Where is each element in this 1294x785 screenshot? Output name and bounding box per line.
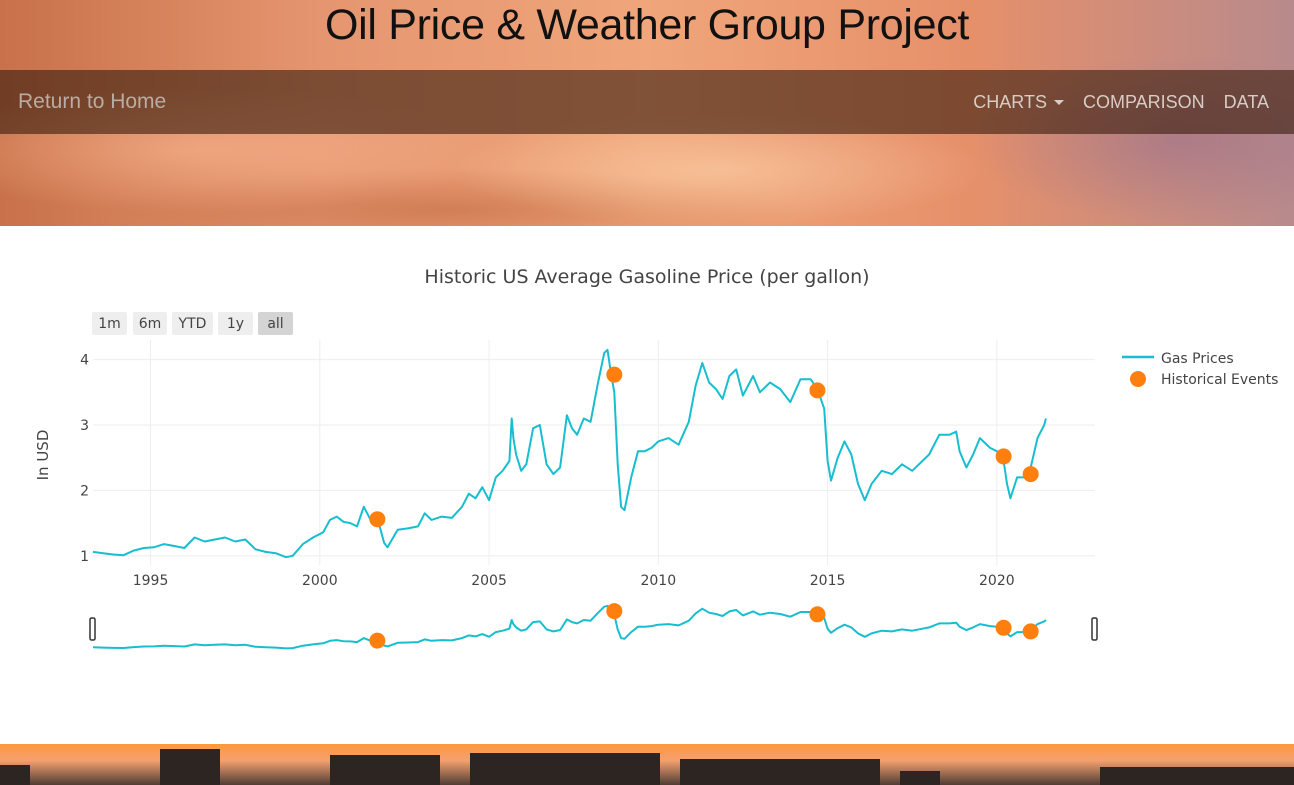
hero-banner: Oil Price & Weather Group Project Return… — [0, 0, 1294, 226]
range-button-all[interactable]: all — [258, 312, 293, 335]
rangeslider-marker — [369, 632, 386, 649]
x-tick-label: 2020 — [979, 573, 1015, 589]
y-tick-label: 1 — [80, 549, 89, 565]
legend-item-historical-events[interactable]: Historical Events — [1130, 371, 1278, 388]
chart-container: Historic US Average Gasoline Price (per … — [0, 226, 1294, 744]
range-button-6m[interactable]: 6m — [133, 312, 167, 335]
gas-price-chart: Historic US Average Gasoline Price (per … — [34, 266, 1278, 650]
range-button-bg[interactable] — [133, 312, 167, 335]
footer-banner — [0, 744, 1294, 785]
range-button-bg[interactable] — [92, 312, 127, 335]
rangeslider-marker — [809, 606, 826, 623]
range-button-1y[interactable]: 1y — [218, 312, 253, 335]
range-slider[interactable] — [89, 603, 1098, 650]
event-marker[interactable] — [1022, 466, 1039, 483]
range-button-bg[interactable] — [218, 312, 253, 335]
event-marker[interactable] — [809, 382, 826, 399]
event-marker[interactable] — [995, 448, 1012, 465]
page-title: Oil Price & Weather Group Project — [324, 1, 970, 49]
nav-charts-label: CHARTS — [973, 91, 1047, 112]
main-plot — [92, 348, 1047, 559]
nav-menu: CHARTS COMPARISON DATA — [954, 70, 1269, 134]
y-axis-label: In USD — [34, 430, 52, 481]
legend-label: Historical Events — [1161, 372, 1278, 388]
rangeslider-marker — [1022, 623, 1039, 640]
x-tick-label: 2000 — [302, 573, 338, 589]
range-button-1m[interactable]: 1m — [92, 312, 127, 335]
grid — [93, 340, 1095, 565]
y-tick-label: 4 — [80, 353, 89, 369]
range-button-label: 1m — [98, 316, 121, 332]
x-tick-label: 2010 — [640, 573, 676, 589]
legend-label: Gas Prices — [1161, 351, 1234, 367]
legend-item-gas-prices[interactable]: Gas Prices — [1122, 351, 1234, 367]
range-button-label: all — [267, 316, 283, 332]
y-tick-label: 2 — [80, 483, 89, 499]
range-button-ytd[interactable]: YTD — [172, 312, 213, 335]
legend-marker-swatch — [1130, 371, 1146, 387]
caret-down-icon — [1053, 99, 1064, 105]
range-button-label: 6m — [139, 316, 162, 332]
x-tick-label: 2005 — [471, 573, 507, 589]
y-axis: 1 2 3 4 — [80, 353, 89, 565]
nav-data-link[interactable]: DATA — [1223, 91, 1269, 112]
rangeslider-handle[interactable] — [89, 617, 96, 641]
event-marker[interactable] — [606, 366, 623, 383]
range-button-label: 1y — [227, 316, 244, 332]
range-button-bg[interactable] — [172, 312, 213, 335]
navbar: Return to Home CHARTS COMPARISON DATA — [0, 70, 1294, 134]
return-home-link[interactable]: Return to Home — [18, 90, 167, 113]
nav-charts-dropdown[interactable]: CHARTS — [973, 92, 1064, 113]
range-button-bg[interactable] — [258, 312, 293, 335]
rangeslider-handle[interactable] — [1091, 617, 1098, 641]
legend[interactable]: Gas Prices Historical Events — [1122, 351, 1278, 388]
gas-price-line — [92, 348, 1047, 559]
x-tick-label: 2015 — [810, 573, 846, 589]
range-selector: 1m 6m YTD 1y all — [92, 312, 293, 335]
range-button-label: YTD — [178, 316, 207, 332]
rangeslider-marker — [606, 603, 623, 620]
chart-title: Historic US Average Gasoline Price (per … — [424, 266, 869, 288]
x-axis: 1995 2000 2005 2010 2015 2020 — [133, 573, 1015, 589]
x-tick-label: 1995 — [133, 573, 169, 589]
event-marker[interactable] — [369, 511, 386, 528]
nav-comparison-link[interactable]: COMPARISON — [1082, 91, 1205, 112]
rangeslider-marker — [995, 619, 1012, 636]
rangeslider-line — [92, 605, 1047, 650]
y-tick-label: 3 — [80, 418, 89, 434]
